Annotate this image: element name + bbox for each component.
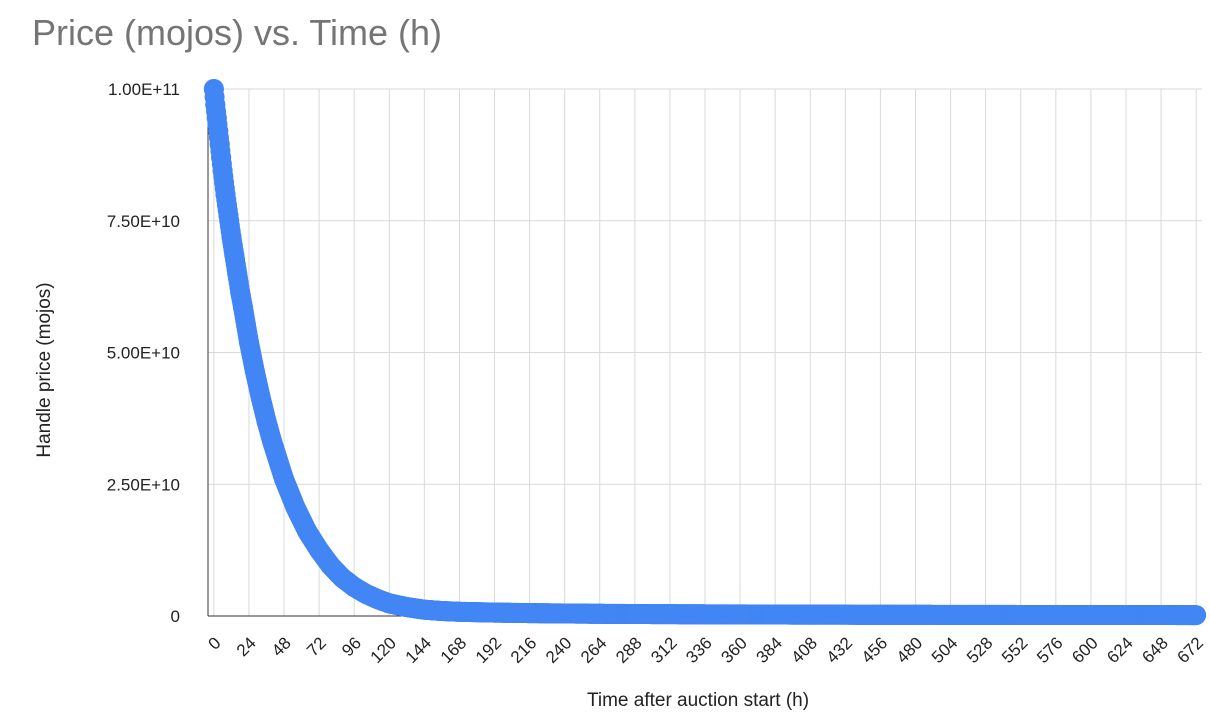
- data-point: [484, 602, 505, 623]
- data-point: [224, 245, 245, 266]
- data-point: [215, 184, 236, 205]
- x-tick-label: 624: [1103, 633, 1136, 666]
- data-point: [230, 281, 251, 302]
- series-points: [203, 79, 1207, 626]
- data-point: [1080, 604, 1101, 625]
- x-tick-label: 648: [1138, 633, 1171, 666]
- data-point: [221, 226, 242, 247]
- data-point: [297, 521, 318, 542]
- x-tick-label: 552: [998, 633, 1031, 666]
- x-tick-label: 384: [752, 633, 785, 666]
- data-point: [203, 79, 224, 99]
- data-point: [285, 497, 306, 518]
- x-tick-label: 408: [788, 633, 821, 666]
- y-tick-label: 0: [171, 607, 180, 626]
- x-tick-label: 360: [717, 633, 750, 666]
- x-tick-label: 24: [233, 633, 260, 660]
- x-tick-label: 432: [823, 633, 856, 666]
- data-point: [589, 603, 610, 624]
- data-point: [1151, 605, 1172, 626]
- data-point: [379, 593, 400, 614]
- data-point: [250, 387, 271, 408]
- data-point: [695, 604, 715, 625]
- data-point: [227, 263, 248, 284]
- data-point: [554, 603, 575, 624]
- data-point: [212, 160, 233, 181]
- x-tick-label: 48: [268, 633, 295, 660]
- x-tick-label: 576: [1033, 633, 1066, 666]
- data-point: [218, 205, 239, 226]
- data-point: [431, 600, 452, 621]
- y-tick-label: 1.00E+11: [108, 80, 180, 99]
- x-tick-label: 168: [437, 633, 470, 666]
- data-point: [244, 360, 265, 381]
- data-point: [274, 468, 295, 489]
- data-point: [256, 411, 277, 432]
- data-point: [659, 604, 680, 625]
- data-point: [1010, 604, 1031, 625]
- data-point: [233, 297, 254, 318]
- data-point: [414, 599, 435, 620]
- x-tick-label: 504: [928, 633, 961, 666]
- x-tick-label: 96: [338, 633, 365, 660]
- x-tick-label: 480: [893, 633, 926, 666]
- x-tick-label: 312: [647, 633, 680, 666]
- x-tick-label: 0: [205, 633, 225, 653]
- x-axis-title: Time after auction start (h): [586, 690, 810, 711]
- x-tick-label: 120: [367, 633, 400, 666]
- data-point: [309, 540, 330, 561]
- data-point: [1115, 605, 1136, 626]
- data-point: [800, 604, 821, 625]
- x-tick-label: 600: [1068, 633, 1101, 666]
- x-tick-label: 528: [963, 633, 996, 666]
- chart-title: Price (mojos) vs. Time (h): [32, 12, 443, 53]
- data-point: [396, 597, 417, 618]
- data-point: [262, 432, 283, 453]
- data-point: [905, 604, 926, 625]
- y-tick-label: 2.50E+10: [107, 475, 180, 494]
- x-tick-label: 72: [303, 633, 330, 660]
- x-tick-label: 672: [1173, 633, 1206, 666]
- x-tick-label: 288: [612, 633, 645, 666]
- data-point: [1045, 604, 1066, 625]
- x-tick-label: 456: [858, 633, 891, 666]
- data-point: [730, 604, 751, 625]
- y-tick-label: 7.50E+10: [107, 212, 180, 231]
- data-point: [1186, 605, 1207, 626]
- x-tick-label: 336: [682, 633, 715, 666]
- data-point: [765, 604, 786, 625]
- data-point: [940, 604, 961, 625]
- x-tick-label: 216: [507, 633, 540, 666]
- data-point: [870, 604, 891, 625]
- data-point: [449, 601, 470, 622]
- y-axis-title: Handle price (mojos): [34, 282, 55, 458]
- data-point: [975, 604, 996, 625]
- data-point: [624, 603, 645, 624]
- x-tick-label: 264: [577, 633, 610, 666]
- x-tick-label: 144: [402, 633, 435, 666]
- data-point: [238, 331, 259, 352]
- data-point: [835, 604, 856, 625]
- x-tick-label: 192: [472, 633, 505, 666]
- data-point: [519, 603, 540, 624]
- x-tick-label: 240: [542, 633, 575, 666]
- y-tick-label: 5.00E+10: [107, 344, 180, 363]
